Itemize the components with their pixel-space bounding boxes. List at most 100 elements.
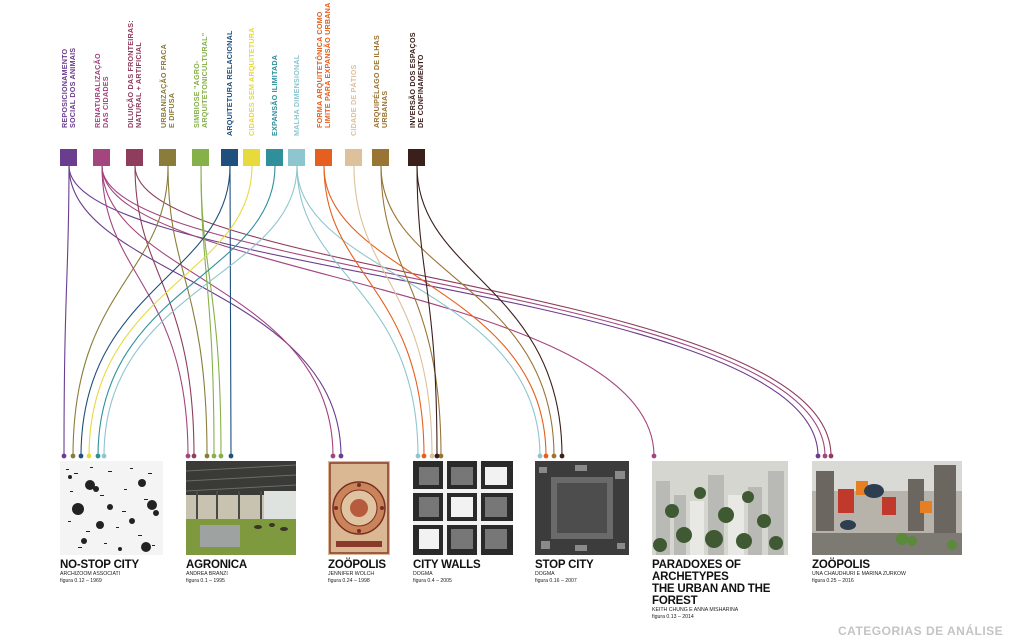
connection-line [134, 165, 832, 457]
project-image-map [60, 461, 163, 555]
category-color-swatch [60, 149, 77, 166]
project-paradoxes-of-archetypes: PARADOXES OF ARCHETYPES THE URBAN AND THE… [652, 461, 788, 620]
project-figure: figura 0.13 – 2014 [652, 613, 694, 620]
category-color-swatch [315, 149, 332, 166]
category-unlimited-expansion: EXPANSÃO ILIMITADA [264, 40, 286, 166]
connection-line [103, 165, 298, 457]
connection-line [134, 165, 195, 457]
project-zoopolis-wolch: ZOÖPOLIS JENNIFER WOLCH figura 0.24 – 19… [328, 461, 390, 584]
connection-line [72, 165, 169, 457]
project-no-stop-city: NO-STOP CITY ARCHIZOOM ASSOCIATI figura … [60, 461, 163, 584]
category-dimensional-mesh: MALHA DIMENSIONAL [286, 40, 308, 166]
project-figure: figura 0.25 – 2016 [812, 577, 854, 584]
project-image-photo [186, 461, 296, 555]
connection-dot [228, 453, 234, 459]
connection-dot [822, 453, 828, 459]
category-color-swatch [345, 149, 362, 166]
connection-line [416, 165, 563, 457]
project-figure: figura 0.12 – 1969 [60, 577, 102, 584]
connection-dot [537, 453, 543, 459]
connection-line [80, 165, 231, 457]
category-label: CIDADE DE PÁTIOS [349, 64, 358, 137]
project-author: JENNIFER WOLCH [328, 571, 375, 577]
connection-dot [101, 453, 107, 459]
connection-dot [70, 453, 76, 459]
connection-dot [338, 453, 344, 459]
category-color-swatch [93, 149, 110, 166]
category-color-swatch [159, 149, 176, 166]
project-title: CITY WALLS [413, 559, 481, 571]
category-label: URBANIZAÇÃO FRACA E DIFUSA [159, 43, 176, 128]
category-label: ARQUIPÉLAGO DE ILHAS URBANAS [372, 34, 389, 128]
category-weak-urbanization: URBANIZAÇÃO FRACA E DIFUSA [157, 40, 179, 166]
project-author: UNA CHAUDHURI E MARINA ZURKOW [812, 571, 906, 577]
connection-line [353, 165, 433, 457]
category-relational-architecture: ARQUITETURA RELACIONAL [219, 30, 241, 166]
category-color-swatch [126, 149, 143, 166]
project-figure: figura 0.24 – 1998 [328, 577, 370, 584]
connection-line [323, 165, 425, 457]
connection-dot [61, 453, 67, 459]
connection-line [296, 165, 541, 457]
footer-label: CATEGORIAS DE ANÁLISE [838, 624, 1004, 638]
category-color-swatch [408, 149, 425, 166]
connection-dot [421, 453, 427, 459]
connection-line [68, 165, 342, 457]
category-label: ARQUITETURA RELACIONAL [225, 30, 234, 136]
project-figure: figura 0.4 – 2005 [413, 577, 452, 584]
project-image-poster [328, 461, 390, 555]
project-author: ANDREA BRANZI [186, 571, 228, 577]
connection-dot [78, 453, 84, 459]
connection-line [200, 165, 222, 457]
connection-dot [211, 453, 217, 459]
project-stop-city: STOP CITY DOGMA figura 0.16 – 2007 [535, 461, 629, 584]
category-label: REPOSICIONAMENTO SOCIAL DOS ANIMAIS [60, 47, 77, 128]
project-title: STOP CITY [535, 559, 594, 571]
project-image-aerial [535, 461, 629, 555]
connection-line [200, 165, 215, 457]
project-city-walls: CITY WALLS DOGMA figura 0.4 – 2005 [413, 461, 513, 584]
project-figure: figura 0.16 – 2007 [535, 577, 577, 584]
connection-dot [429, 453, 435, 459]
connection-line [101, 165, 655, 457]
category-boundary-dilution: DILUIÇÃO DAS FRONTEIRAS: NATURAL + ARTIFI… [124, 20, 146, 166]
project-image-render [652, 461, 788, 555]
project-author: ARCHIZOOM ASSOCIATI [60, 571, 121, 577]
connection-line [101, 165, 334, 457]
category-color-swatch [221, 149, 238, 166]
category-confinement-inversion: INVERSÃO DOS ESPAÇOS DE CONFINAMENTO [406, 32, 428, 166]
connection-line [323, 165, 547, 457]
project-title: ZOÖPOLIS [812, 559, 870, 571]
connection-line [101, 165, 826, 457]
project-author: DOGMA [535, 571, 555, 577]
project-title: PARADOXES OF ARCHETYPES THE URBAN AND THE… [652, 559, 771, 607]
category-courtyard-city: CIDADE DE PÁTIOS [343, 40, 365, 166]
connection-dot [95, 453, 101, 459]
connection-dot [815, 453, 821, 459]
connection-line [88, 165, 253, 457]
category-social-animals: REPOSICIONAMENTO SOCIAL DOS ANIMAIS [58, 40, 80, 166]
connection-line [416, 165, 438, 457]
connection-dot [86, 453, 92, 459]
category-architectural-form-limit: FORMA ARQUITETÔNICA COMO LIMITE PARA EXPA… [313, 3, 335, 166]
connection-line [296, 165, 419, 457]
connection-dot [551, 453, 557, 459]
project-title: ZOÖPOLIS [328, 559, 386, 571]
project-image-aerial [413, 461, 513, 555]
connection-dot [204, 453, 210, 459]
connection-dot [218, 453, 224, 459]
category-urban-archipelago: ARQUIPÉLAGO DE ILHAS URBANAS [370, 35, 392, 166]
connection-line [229, 165, 232, 457]
connection-dot [651, 453, 657, 459]
project-author: DOGMA [413, 571, 433, 577]
connection-dot [438, 453, 444, 459]
project-title: NO-STOP CITY [60, 559, 139, 571]
connection-line [63, 165, 70, 457]
category-color-swatch [192, 149, 209, 166]
connection-line [97, 165, 276, 457]
connection-dot [191, 453, 197, 459]
project-image-collage [812, 461, 962, 555]
project-agronica: AGRONICA ANDREA BRANZI figura 0.1 – 1995 [186, 461, 296, 584]
